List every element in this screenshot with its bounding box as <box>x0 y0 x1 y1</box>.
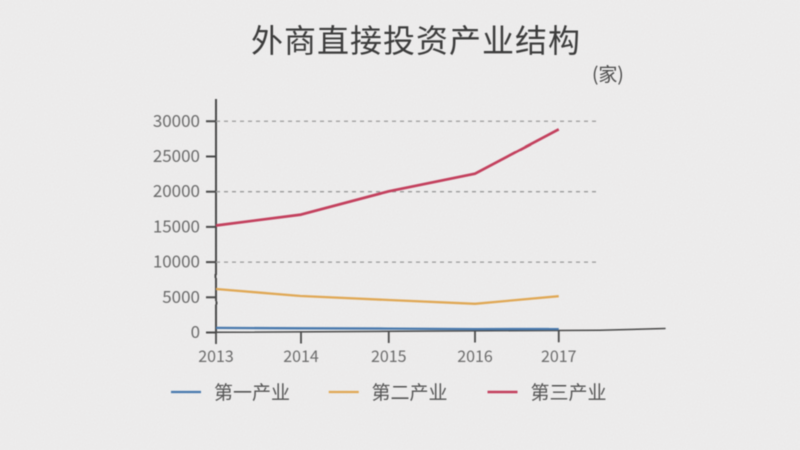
svg-text:30000: 30000 <box>153 107 200 132</box>
svg-text:10000: 10000 <box>153 248 200 273</box>
svg-text:20000: 20000 <box>153 177 200 202</box>
svg-text:2015: 2015 <box>371 343 407 367</box>
svg-text:25000: 25000 <box>153 142 200 167</box>
svg-text:0: 0 <box>191 318 200 343</box>
svg-text:第一产业: 第一产业 <box>214 378 290 405</box>
svg-text:2013: 2013 <box>198 343 234 367</box>
svg-text:2017: 2017 <box>541 343 577 367</box>
svg-text:第三产业: 第三产业 <box>531 378 607 405</box>
svg-text:5000: 5000 <box>162 283 200 308</box>
svg-text:2016: 2016 <box>457 343 493 367</box>
svg-text:15000: 15000 <box>153 212 200 237</box>
svg-text:2014: 2014 <box>283 343 319 367</box>
svg-text:第二产业: 第二产业 <box>372 378 448 405</box>
